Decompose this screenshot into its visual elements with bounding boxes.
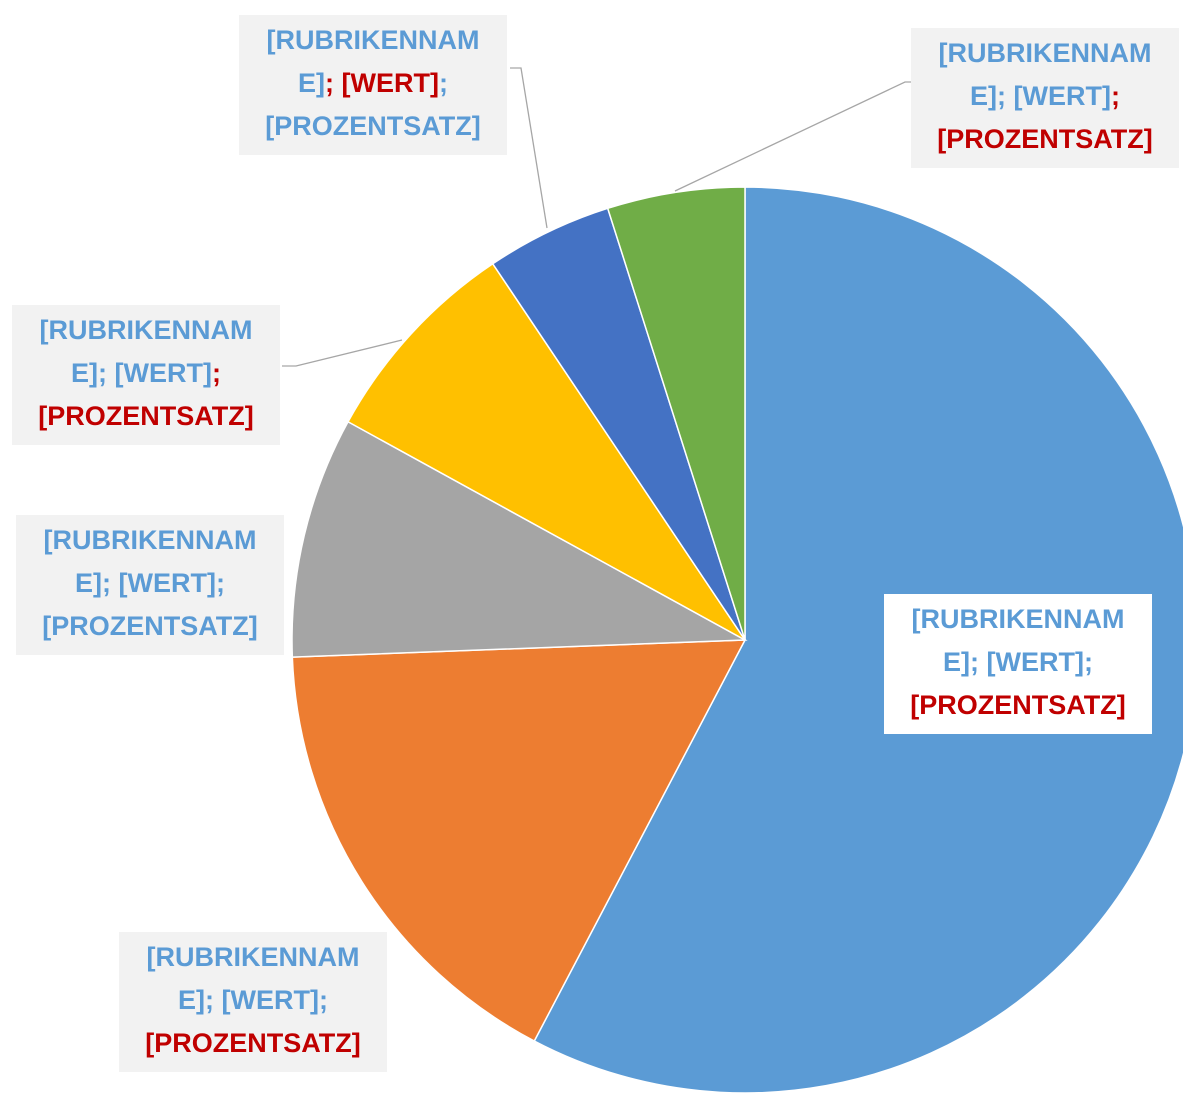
data-label-line: [PROZENTSATZ] [42,611,257,641]
data-label-line: E]; [WERT]; [75,568,225,598]
leader-line [510,67,548,229]
data-label-line: E]; [WERT]; [71,358,221,388]
data-label-text: E]; [WERT]; [178,985,328,1015]
data-label: [RUBRIKENNAM E]; [WERT]; [PROZENTSATZ] [884,594,1152,734]
pie-slice [291,639,747,1043]
data-label-box [119,932,387,1072]
leader-line [282,339,403,367]
data-label-text: E]; [WERT] [71,358,212,388]
pie-slice [606,186,746,641]
data-label-line: E]; [WERT]; [970,81,1120,111]
data-label-line: [PROZENTSATZ] [265,111,480,141]
data-label: [RUBRIKENNAM E]; [WERT]; [PROZENTSATZ] [911,28,1179,168]
data-label-text: [PROZENTSATZ] [910,690,1125,720]
data-label: [RUBRIKENNAM E]; [WERT]; [PROZENTSATZ] [119,932,387,1072]
data-label-text: [RUBRIKENNAM [147,942,360,972]
data-label-line: [RUBRIKENNAM [267,25,480,55]
data-label-line: [RUBRIKENNAM [44,525,257,555]
data-label-text: E]; [WERT] [970,81,1111,111]
data-label-text: [RUBRIKENNAM [939,38,1152,68]
data-label-line: [PROZENTSATZ] [38,401,253,431]
data-label-line: [PROZENTSATZ] [910,690,1125,720]
data-label-text: [RUBRIKENNAM [44,525,257,555]
data-label: [RUBRIKENNAM E]; [WERT]; [PROZENTSATZ] [239,15,507,155]
data-label-text: [RUBRIKENNAM [267,25,480,55]
data-label-text: ; [212,358,221,388]
data-label-line: [PROZENTSATZ] [145,1028,360,1058]
data-label-text: [PROZENTSATZ] [42,611,257,641]
pie-slice [347,262,746,641]
data-label-text: ; [1111,81,1120,111]
data-label-text: E] [298,68,325,98]
data-label-text: ; [439,68,448,98]
slices [291,186,1183,1094]
data-label-text: [PROZENTSATZ] [38,401,253,431]
pie-slice [533,186,1183,1094]
data-label: [RUBRIKENNAM E]; [WERT]; [PROZENTSATZ] [16,515,284,655]
data-label-line: [RUBRIKENNAM [912,604,1125,634]
data-label-text: [RUBRIKENNAM [40,315,253,345]
data-label: [RUBRIKENNAM E]; [WERT]; [PROZENTSATZ] [12,305,280,445]
data-label-line: [PROZENTSATZ] [937,124,1152,154]
data-label-line: [RUBRIKENNAM [40,315,253,345]
data-label-line: E]; [WERT]; [298,68,448,98]
data-label-line: [RUBRIKENNAM [147,942,360,972]
data-label-text: E]; [WERT]; [943,647,1093,677]
data-label-text: [PROZENTSATZ] [265,111,480,141]
data-label-text: [RUBRIKENNAM [912,604,1125,634]
data-label-box [911,28,1179,168]
data-label-text: [PROZENTSATZ] [145,1028,360,1058]
data-label-line: [RUBRIKENNAM [939,38,1152,68]
data-label-box [16,515,284,655]
leader-line [674,81,918,192]
pie-slice [291,420,748,658]
data-label-box [884,594,1152,734]
data-label-line: E]; [WERT]; [178,985,328,1015]
data-label-text: E]; [WERT]; [75,568,225,598]
data-label-text: ; [WERT] [325,68,439,98]
data-label-box [239,15,507,155]
data-label-box [12,305,280,445]
data-label-line: E]; [WERT]; [943,647,1093,677]
data-label-text: [PROZENTSATZ] [937,124,1152,154]
